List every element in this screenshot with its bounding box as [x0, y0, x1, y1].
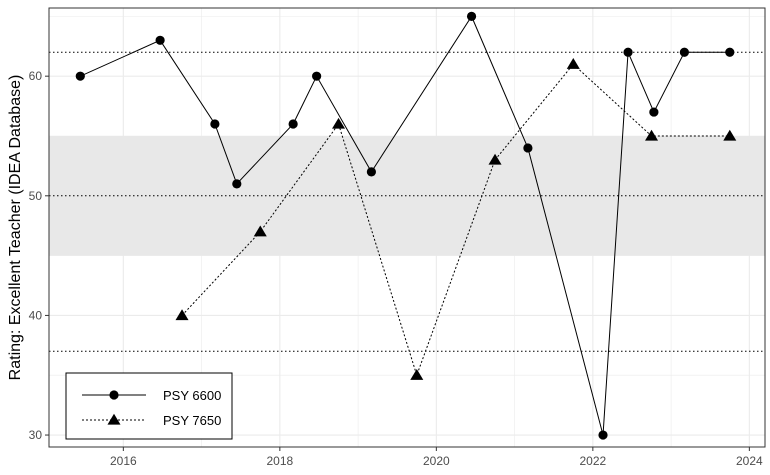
x-tick-label: 2020	[423, 454, 450, 468]
data-point	[288, 119, 298, 129]
data-point	[410, 369, 424, 380]
legend-key-marker	[109, 390, 119, 400]
legend-item: PSY 7650	[82, 413, 221, 428]
data-point	[466, 11, 477, 21]
data-point	[366, 167, 376, 177]
data-point	[725, 47, 735, 57]
data-point	[523, 143, 533, 153]
axes: 2016 2018 2020 2022 2024 30 40 50 60	[29, 69, 763, 468]
data-point	[598, 430, 608, 440]
series-line	[80, 15, 730, 436]
data-point	[645, 129, 659, 141]
data-point	[155, 35, 165, 45]
y-axis-title: Rating: Excellent Teacher (IDEA Database…	[7, 75, 24, 381]
legend-box	[65, 372, 233, 440]
data-point	[566, 58, 580, 69]
legend-label: PSY 6600	[163, 388, 221, 403]
data-point	[312, 71, 322, 81]
y-tick-label: 30	[29, 428, 43, 442]
data-point	[623, 47, 633, 57]
y-tick-label: 40	[29, 308, 43, 322]
legend-key-marker	[107, 413, 121, 425]
data-point	[649, 107, 659, 117]
series-0	[75, 11, 735, 440]
x-tick-label: 2024	[736, 454, 763, 468]
data-point	[75, 71, 85, 81]
legend: PSY 6600 PSY 7650	[65, 372, 233, 440]
y-tick-label: 60	[29, 69, 43, 83]
data-point	[175, 309, 189, 321]
legend-item: PSY 6600	[82, 388, 221, 403]
data-point	[679, 47, 690, 57]
y-tick-label: 50	[29, 189, 43, 203]
reference-lines	[49, 51, 765, 352]
data-point	[210, 119, 220, 129]
series-1	[175, 58, 737, 380]
x-tick-label: 2016	[110, 454, 137, 468]
series-line	[181, 63, 730, 377]
data-point	[332, 117, 346, 129]
x-tick-label: 2022	[579, 454, 606, 468]
series-group	[75, 11, 737, 440]
legend-label: PSY 7650	[163, 413, 221, 428]
data-point	[253, 225, 267, 237]
panel-border	[48, 7, 766, 448]
data-point	[232, 179, 242, 189]
data-point	[488, 153, 502, 165]
data-point	[723, 129, 737, 141]
x-tick-label: 2018	[266, 454, 293, 468]
